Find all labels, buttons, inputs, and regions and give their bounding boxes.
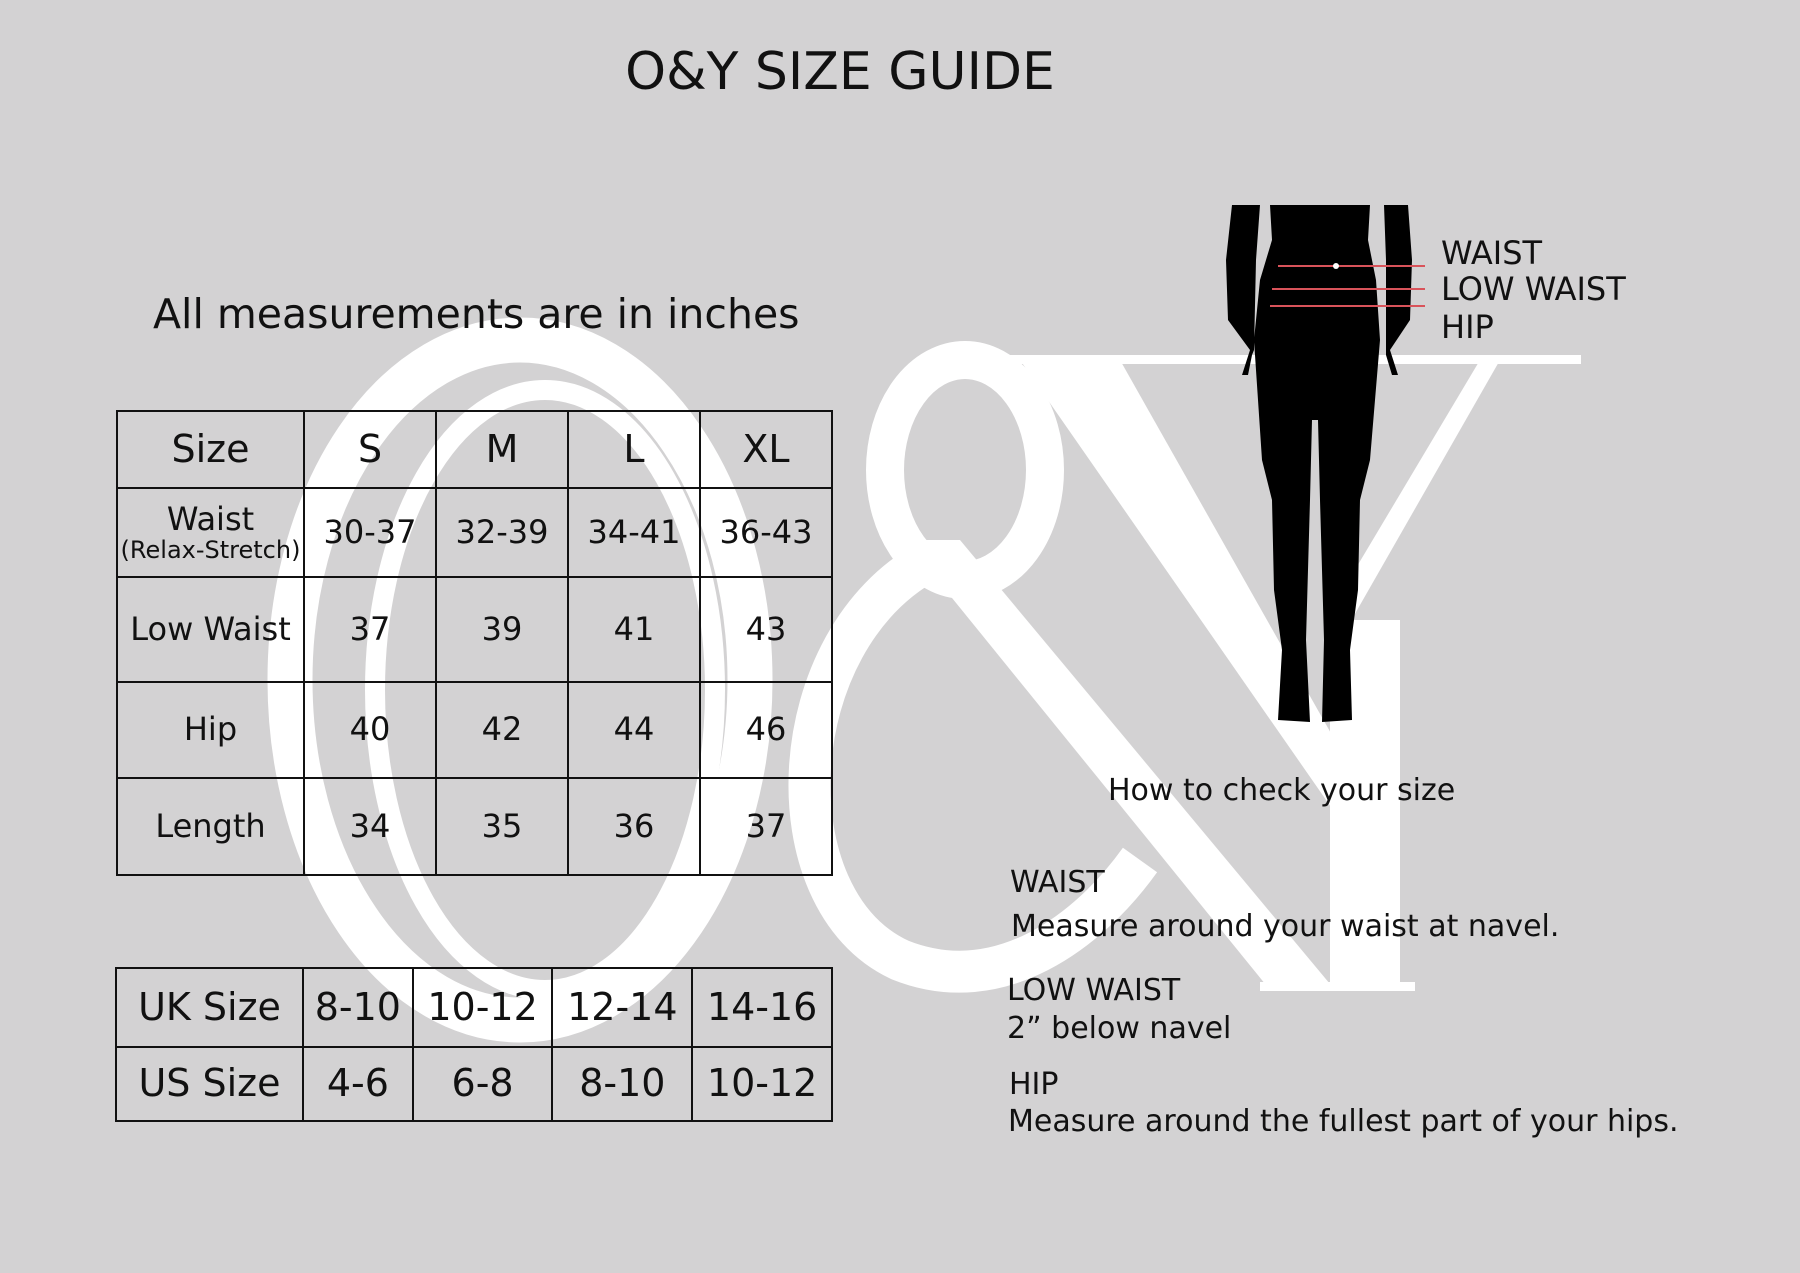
row-label: Waist (Relax-Stretch): [116, 487, 305, 578]
row-label: Hip: [116, 681, 305, 779]
table-header-row: Size S M L XL: [116, 410, 833, 489]
table-row: US Size 4-6 6-8 8-10 10-12: [115, 1046, 833, 1122]
cell: 39: [435, 576, 569, 683]
measurement-table: Size S M L XL Waist (Relax-Stretch) 30-37…: [116, 410, 833, 876]
figure-label-low-waist: LOW WAIST: [1441, 270, 1626, 308]
cell: 43: [699, 576, 833, 683]
cell: 8-10: [551, 1046, 694, 1122]
cell: 12-14: [551, 967, 694, 1048]
header-cell: Size: [116, 410, 305, 489]
header-cell: S: [303, 410, 437, 489]
cell: 36-43: [699, 487, 833, 578]
row-label: US Size: [115, 1046, 304, 1122]
howto-low-waist-title: LOW WAIST: [1007, 973, 1181, 1008]
cell: 8-10: [302, 967, 414, 1048]
row-label-text: Waist: [166, 499, 255, 538]
cell: 44: [567, 681, 701, 779]
row-label: Length: [116, 777, 305, 876]
cell: 30-37: [303, 487, 437, 578]
table-row: Low Waist 37 39 41 43: [116, 576, 833, 683]
cell: 34: [303, 777, 437, 876]
row-label: UK Size: [115, 967, 304, 1048]
cell: 34-41: [567, 487, 701, 578]
figure-label-waist: WAIST: [1441, 234, 1543, 272]
cell: 40: [303, 681, 437, 779]
body-silhouette-figure: [1226, 205, 1425, 722]
howto-heading: How to check your size: [1108, 773, 1456, 808]
cell: 37: [699, 777, 833, 876]
cell: 37: [303, 576, 437, 683]
cell: 36: [567, 777, 701, 876]
row-sublabel: (Relax-Stretch): [120, 536, 301, 565]
cell: 10-12: [691, 1046, 833, 1122]
cell: 42: [435, 681, 569, 779]
cell: 35: [435, 777, 569, 876]
silhouette: [1226, 205, 1412, 722]
header-cell: XL: [699, 410, 833, 489]
howto-hip-title: HIP: [1009, 1067, 1059, 1102]
cell: 41: [567, 576, 701, 683]
cell: 46: [699, 681, 833, 779]
size-conversion-table: UK Size 8-10 10-12 12-14 14-16 US Size 4…: [115, 967, 833, 1122]
cell: 32-39: [435, 487, 569, 578]
howto-low-waist-text: 2” below navel: [1007, 1011, 1232, 1046]
page-title: O&Y SIZE GUIDE: [625, 42, 1055, 102]
howto-waist-title: WAIST: [1010, 865, 1105, 900]
header-cell: L: [567, 410, 701, 489]
units-note: All measurements are in inches: [153, 290, 800, 338]
row-label: Low Waist: [116, 576, 305, 683]
howto-hip-text: Measure around the fullest part of your …: [1008, 1104, 1679, 1139]
figure-label-hip: HIP: [1441, 308, 1494, 346]
table-row: Length 34 35 36 37: [116, 777, 833, 876]
cell: 14-16: [691, 967, 833, 1048]
table-row: Hip 40 42 44 46: [116, 681, 833, 779]
howto-waist-text: Measure around your waist at navel.: [1011, 909, 1560, 944]
cell: 6-8: [411, 1046, 554, 1122]
header-cell: M: [435, 410, 569, 489]
cell: 10-12: [411, 967, 554, 1048]
cell: 4-6: [302, 1046, 414, 1122]
navel-marker: [1333, 263, 1339, 269]
table-row: Waist (Relax-Stretch) 30-37 32-39 34-41 3…: [116, 487, 833, 578]
table-row: UK Size 8-10 10-12 12-14 14-16: [115, 967, 833, 1048]
